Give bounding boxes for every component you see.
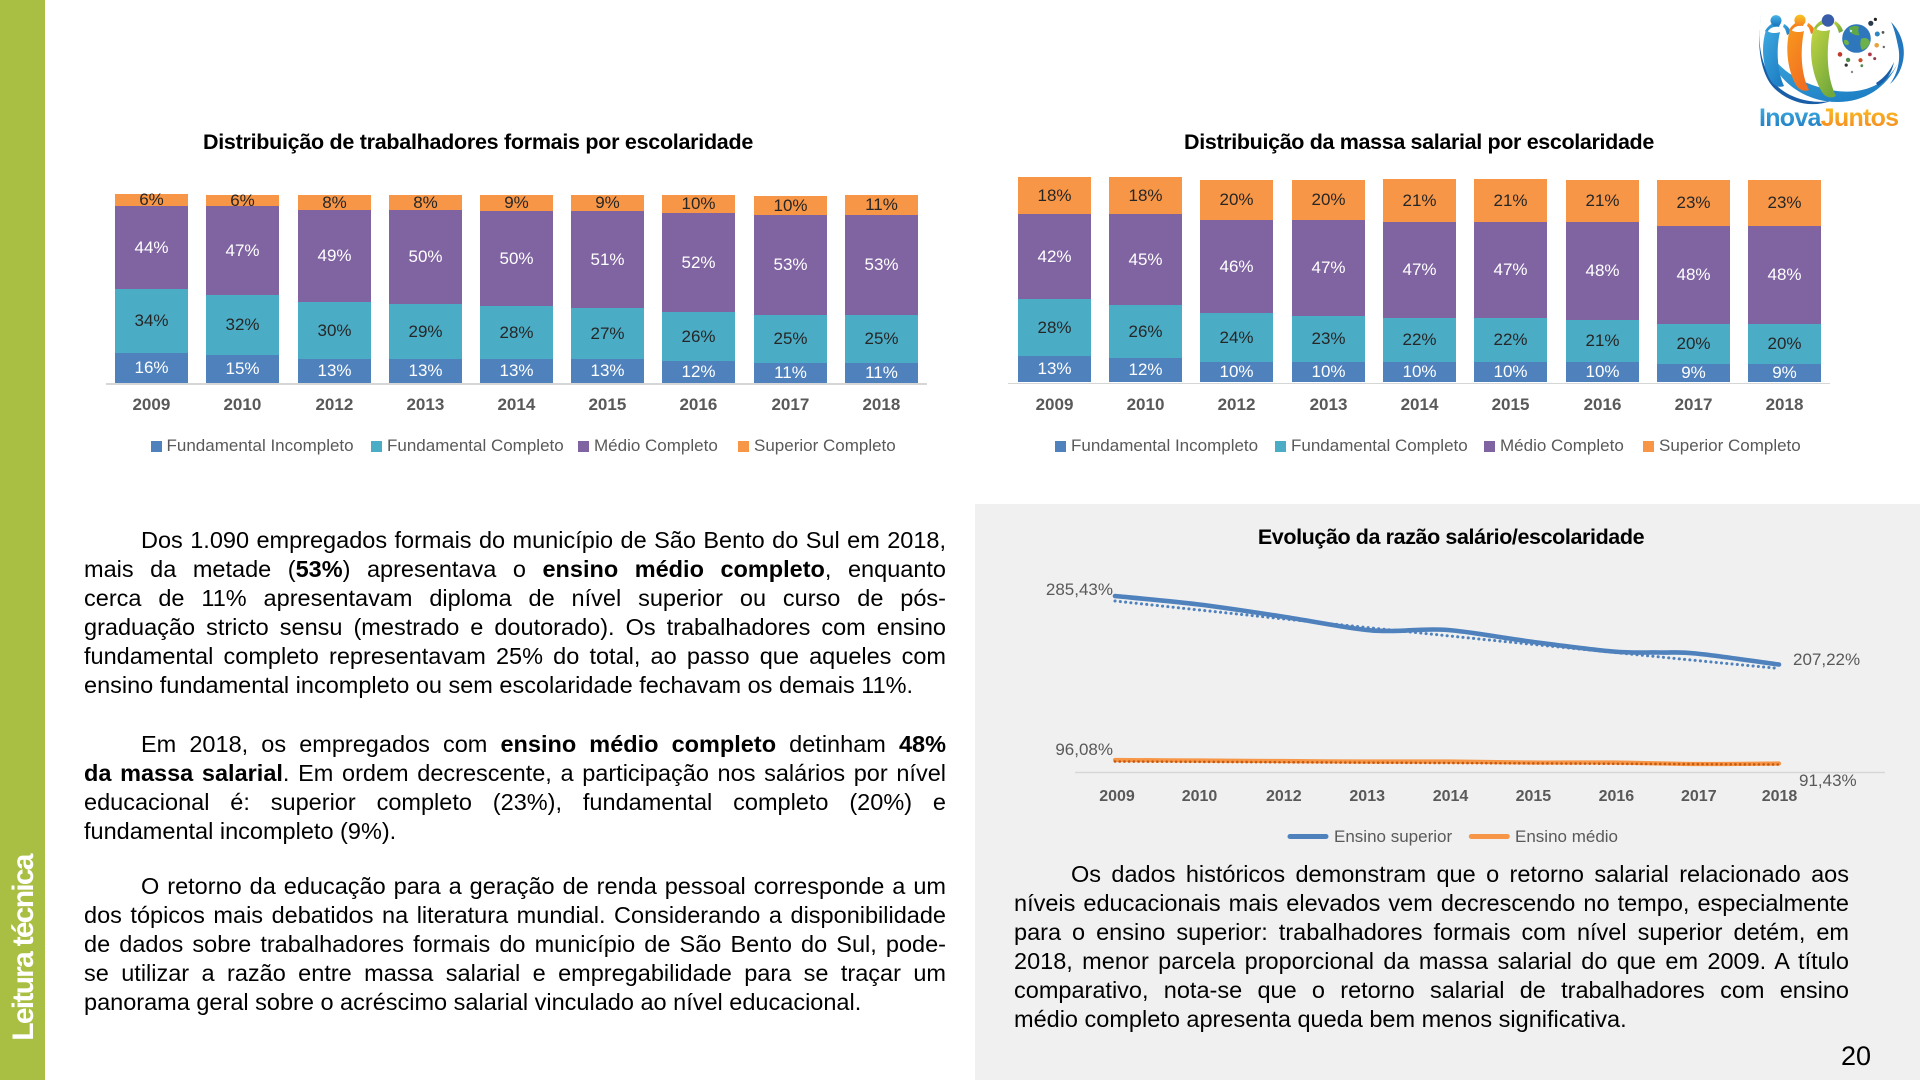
svg-text:InovaJuntos: InovaJuntos: [1759, 104, 1898, 132]
